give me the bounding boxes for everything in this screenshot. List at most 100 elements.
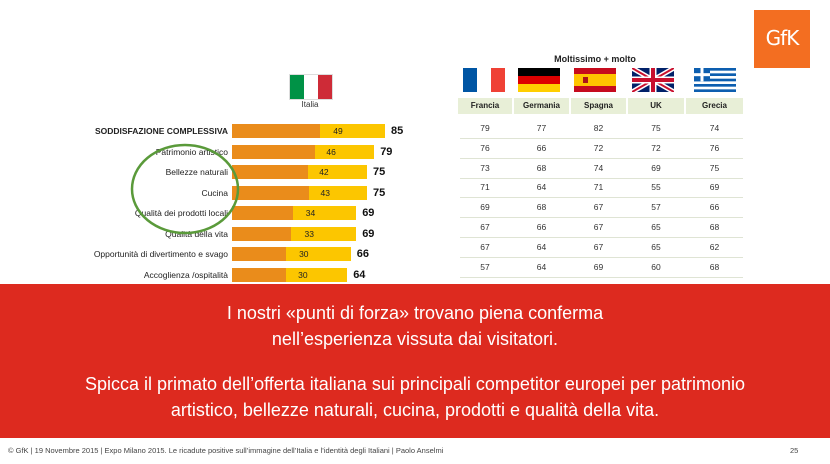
table-row <box>460 159 743 179</box>
table-cell: 79 <box>480 123 490 133</box>
table-cell: 68 <box>536 202 547 213</box>
table-cell: 67 <box>593 241 604 252</box>
bar-segment-label: 30 <box>298 269 308 280</box>
table-row <box>460 139 743 159</box>
bar-segment-molto <box>314 144 375 159</box>
bar-segment-label: 49 <box>333 126 343 136</box>
table-row <box>460 198 743 219</box>
bar-segment-label: 42 <box>319 167 329 177</box>
column-header: Germania <box>514 98 569 114</box>
table-cell: 72 <box>593 142 604 153</box>
banner-line-1: I nostri «punti di forza» trovano piena … <box>226 303 604 323</box>
table-cell: 68 <box>709 261 720 272</box>
bar-segment-moltissimo <box>232 226 292 241</box>
table-cell: 77 <box>536 123 547 133</box>
bar-total-label: 79 <box>380 145 393 158</box>
gfk-logo: GfK <box>754 10 810 68</box>
italy-flag <box>289 74 333 100</box>
bar-segment-moltissimo <box>232 206 294 220</box>
bar-segment-moltissimo <box>232 144 315 159</box>
category-label: Qualità della vita <box>165 228 228 239</box>
bar-total-label: 66 <box>356 248 370 260</box>
category-label: SODDISFAZIONE COMPLESSIVA <box>94 126 228 136</box>
bar-segment-label: 43 <box>320 187 330 198</box>
category-label: Cucina <box>201 187 228 198</box>
table-cell: 68 <box>536 162 547 173</box>
footer-text: © GfK | 19 Novembre 2015 | Expo Milano 2… <box>8 446 444 455</box>
category-label: Opportunità di divertimento e svago <box>93 249 228 259</box>
table-cell: 57 <box>480 261 490 272</box>
logo-text: GfK <box>765 26 800 50</box>
table-cell: 67 <box>480 222 490 232</box>
table-cell: 73 <box>480 162 490 173</box>
bar-total-label: 85 <box>391 125 404 137</box>
table-cell: 65 <box>651 241 661 252</box>
highlight-circle <box>130 143 240 235</box>
column-header: Spagna <box>571 98 626 114</box>
bar-segment-label: 30 <box>299 249 309 259</box>
bar-segment-molto <box>309 185 367 200</box>
table-cell: 60 <box>651 261 661 272</box>
table-cell: 68 <box>709 222 720 232</box>
table-cell: 76 <box>709 142 720 153</box>
table-row <box>460 218 743 238</box>
banner-line-4: artistico, bellezze naturali, cucina, pr… <box>170 400 660 420</box>
table-row <box>460 119 743 139</box>
banner-line-3: Spicca il primato dell’offerta italiana … <box>85 374 745 394</box>
table-title: Moltissimo + molto <box>554 54 636 64</box>
germany-flag <box>518 68 560 92</box>
bar-segment-molto <box>291 226 357 241</box>
table-cell: 69 <box>709 182 720 193</box>
table-row <box>460 178 743 199</box>
table-cell: 64 <box>536 241 547 252</box>
bar-segment-molto <box>286 267 348 282</box>
table-cell: 57 <box>651 202 661 213</box>
table-cell: 65 <box>651 222 661 232</box>
column-header: Francia <box>458 98 512 114</box>
bar-segment-label: 46 <box>326 146 336 157</box>
category-label: Patrimonio artistico <box>155 146 228 157</box>
table-cell: 55 <box>651 182 661 193</box>
table-cell: 67 <box>480 241 490 252</box>
category-label: Bellezze naturali <box>165 167 228 177</box>
bar-segment-label: 33 <box>304 228 314 239</box>
table-cell: 66 <box>709 202 720 213</box>
greece-flag <box>694 68 736 92</box>
bar-segment-label: 34 <box>305 208 316 218</box>
table-cell: 64 <box>536 182 547 193</box>
bar-total-label: 75 <box>373 186 386 199</box>
uk-flag <box>632 68 674 92</box>
table-cell: 67 <box>593 202 604 213</box>
bar-total-label: 64 <box>353 268 366 281</box>
table-cell: 66 <box>536 142 547 153</box>
table-cell: 64 <box>536 261 547 272</box>
table-cell: 76 <box>480 142 490 153</box>
table-cell: 82 <box>593 123 604 133</box>
bar-segment-molto <box>307 165 367 179</box>
category-label: Qualità dei prodotti locali <box>134 208 228 218</box>
table-cell: 69 <box>651 162 661 173</box>
table-cell: 62 <box>709 241 720 252</box>
bar-segment-molto <box>320 124 385 138</box>
bar-segment-molto <box>293 206 357 220</box>
table-cell: 71 <box>593 182 604 193</box>
table-cell: 72 <box>651 142 661 153</box>
table-cell: 74 <box>709 123 720 133</box>
table-cell: 66 <box>536 222 547 232</box>
bar-segment-moltissimo <box>232 165 308 179</box>
bar-total-label: 69 <box>362 207 375 219</box>
france-flag <box>463 68 505 92</box>
italy-label: Italia <box>301 100 319 109</box>
column-header: UK <box>628 98 684 114</box>
bar-total-label: 75 <box>373 166 386 178</box>
table-cell: 75 <box>709 162 720 173</box>
table-cell: 69 <box>480 202 490 213</box>
column-header: Grecia <box>686 98 743 114</box>
page-number: 25 <box>790 446 799 455</box>
bar-segment-molto <box>286 247 351 261</box>
bar-segment-moltissimo <box>232 185 310 200</box>
table-cell: 69 <box>593 261 604 272</box>
conclusion-banner <box>0 284 830 438</box>
bar-segment-moltissimo <box>232 267 286 282</box>
table-cell: 75 <box>651 123 661 133</box>
